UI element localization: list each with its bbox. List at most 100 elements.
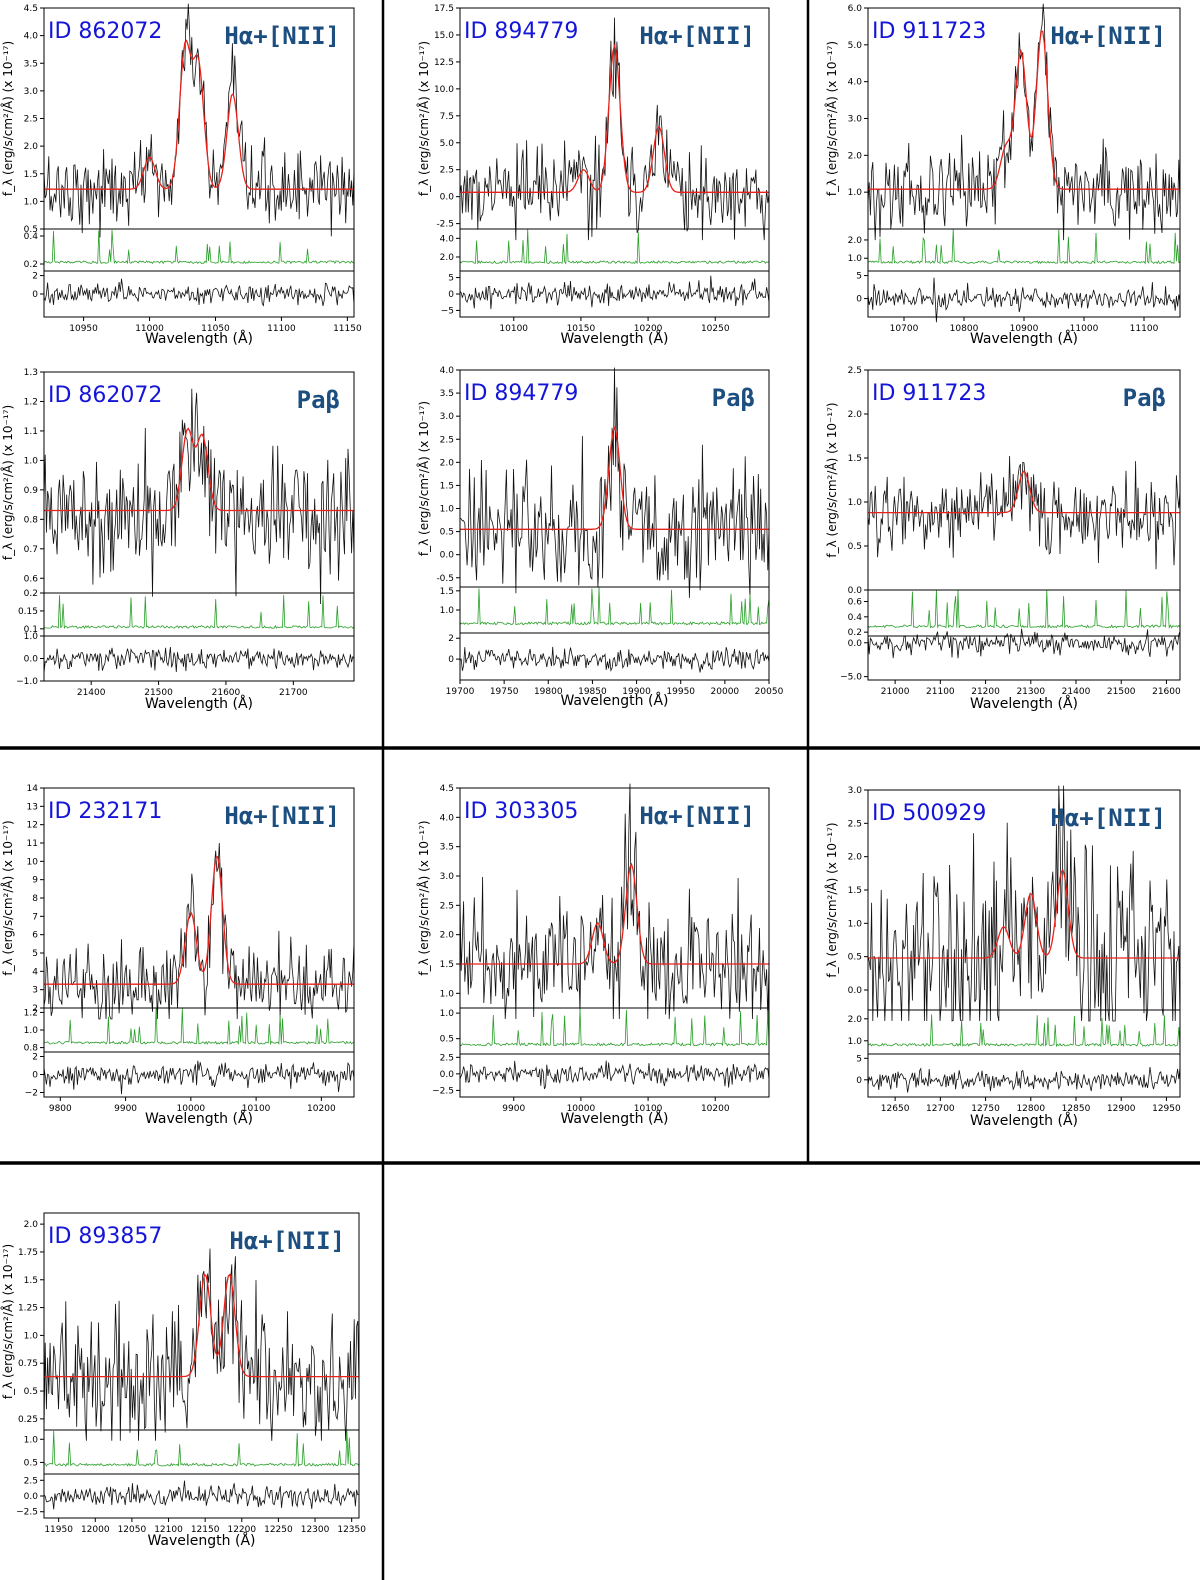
x-tick-label: 12050	[118, 1525, 147, 1535]
y-tick-label: 1.1	[24, 427, 38, 437]
y-tick-label: 0.0	[440, 193, 455, 203]
x-tick-label: 19800	[534, 687, 563, 697]
spectrum-panel: 12650 12700 12750 12800 12850 12900 12950 0.0 0.…	[824, 785, 1181, 1129]
spectrum-panel: 9900 10000 10100 10200 1.0 1.5 2.0 2.5 3.0 3.5 4.0…	[416, 783, 770, 1127]
observed-spectrum	[867, 3, 1181, 241]
resid-y-tick-label: −2.5	[16, 1508, 38, 1518]
sky-axes	[867, 228, 1181, 272]
model-fit	[868, 470, 1180, 514]
x-axis-label: Wavelength (Å)	[560, 692, 668, 709]
spectrum-panel: 9800 9900 10000 10100 10200 2 3 4 5 6 7 8 9 10 11 12 13 1…	[0, 784, 355, 1127]
resid-y-tick-label: −5.0	[840, 673, 862, 683]
y-tick-label: 2.0	[24, 1220, 39, 1230]
x-tick-label: 21100	[926, 687, 955, 697]
sky-spectrum	[459, 586, 770, 626]
sky-y-tick-label: 1.0	[848, 254, 863, 264]
y-tick-label: 0.5	[24, 1387, 38, 1397]
emission-line-label: Paβ	[297, 386, 340, 414]
y-tick-label: 0.0	[848, 986, 863, 996]
object-id-label: ID 894779	[464, 19, 578, 44]
y-axis-label: f_λ (erg/s/cm²/Å) (x 10⁻¹⁷)	[416, 401, 431, 556]
y-tick-label: 1.5	[440, 481, 454, 491]
x-tick-label: 12000	[81, 1525, 110, 1535]
y-tick-label: 1.75	[18, 1248, 38, 1258]
resid-y-tick-label: 1.0	[24, 632, 39, 642]
sky-y-tick-label: 1.2	[24, 1008, 38, 1018]
x-tick-label: 11100	[267, 324, 296, 334]
y-tick-label: 2.0	[848, 410, 863, 420]
resid-y-tick-label: 2	[448, 634, 454, 644]
resid-y-tick-label: 0	[32, 290, 38, 300]
sky-spectrum	[43, 229, 355, 265]
x-tick-label: 21500	[144, 688, 173, 698]
x-axis-label: Wavelength (Å)	[970, 695, 1078, 712]
spectrum-panel: 10700 10800 10900 11000 11100 1.0 2.0 3.0 4.0 5.0…	[824, 3, 1181, 347]
x-tick-label: 9800	[49, 1104, 72, 1114]
x-tick-label: 21500	[1107, 687, 1136, 697]
y-tick-label: 1.0	[24, 1331, 39, 1341]
y-tick-label: 15.0	[434, 31, 454, 41]
emission-line-label: Hα+[NII]	[639, 802, 755, 830]
y-tick-label: 0.8	[24, 515, 39, 525]
sky-y-tick-label: 0.5	[440, 1035, 454, 1045]
sky-y-tick-label: 2.0	[440, 253, 455, 263]
object-id-label: ID 232171	[48, 799, 162, 824]
sky-spectrum	[867, 1014, 1181, 1048]
y-tick-label: 2.5	[440, 901, 454, 911]
y-tick-label: 1.0	[24, 197, 39, 207]
residual-spectrum	[867, 1066, 1181, 1093]
spectrum-panel: 10100 10150 10200 10250 -2.5 0.0 2.5 5.0 7.5 10.0…	[416, 4, 770, 347]
residual-spectrum	[459, 1060, 770, 1090]
residual-axes	[459, 1053, 770, 1098]
y-tick-label: 3.0	[24, 87, 39, 97]
y-tick-label: 2.0	[440, 931, 455, 941]
x-tick-label: 12100	[154, 1525, 183, 1535]
x-tick-label: 21000	[881, 687, 910, 697]
x-tick-label: 10100	[499, 324, 528, 334]
y-tick-label: 1.5	[24, 170, 38, 180]
y-axis-label: f_λ (erg/s/cm²/Å) (x 10⁻¹⁷)	[416, 820, 431, 975]
y-tick-label: 0.9	[24, 486, 39, 496]
x-axis-label: Wavelength (Å)	[970, 1112, 1078, 1129]
sky-axes	[867, 1009, 1181, 1055]
y-axis-label: f_λ (erg/s/cm²/Å) (x 10⁻¹⁷)	[824, 822, 839, 977]
x-tick-label: 10250	[701, 324, 730, 334]
residual-axes	[867, 635, 1181, 681]
x-tick-label: 21200	[971, 687, 1000, 697]
x-tick-label: 10950	[69, 324, 98, 334]
x-tick-label: 9900	[114, 1104, 137, 1114]
sky-spectrum	[867, 229, 1181, 265]
y-tick-label: 6	[32, 931, 38, 941]
y-tick-label: 11	[27, 839, 38, 849]
x-tick-label: 21700	[279, 688, 308, 698]
residual-axes	[867, 1053, 1181, 1098]
x-tick-label: 10150	[567, 324, 596, 334]
y-tick-label: 0.25	[18, 1415, 38, 1425]
resid-y-tick-label: −1.0	[16, 677, 38, 687]
x-axis-label: Wavelength (Å)	[560, 1110, 668, 1127]
resid-y-tick-label: −2	[25, 1089, 38, 1099]
sky-axes	[867, 589, 1181, 637]
sky-spectrum	[43, 595, 355, 630]
y-tick-label: 13	[27, 802, 38, 812]
model-fit	[460, 862, 769, 965]
emission-line-label: Hα+[NII]	[224, 22, 340, 50]
x-tick-label: 11000	[1070, 324, 1099, 334]
x-tick-label: 12700	[926, 1104, 955, 1114]
y-tick-label: 3.5	[440, 843, 454, 853]
x-tick-label: 10100	[242, 1104, 271, 1114]
residual-spectrum	[43, 1060, 355, 1095]
y-tick-label: 4.0	[24, 32, 39, 42]
y-tick-label: 3	[32, 986, 38, 996]
sky-y-tick-label: 1.5	[440, 587, 454, 597]
y-tick-label: 3.5	[24, 59, 38, 69]
y-tick-label: 4.0	[440, 813, 455, 823]
x-tick-label: 19750	[490, 687, 519, 697]
y-tick-label: 2	[32, 1004, 38, 1014]
model-fit	[460, 425, 769, 530]
y-tick-label: 1.0	[440, 505, 455, 515]
resid-y-tick-label: 0	[856, 1076, 862, 1086]
x-tick-label: 10700	[890, 324, 919, 334]
residual-axes	[459, 270, 770, 318]
